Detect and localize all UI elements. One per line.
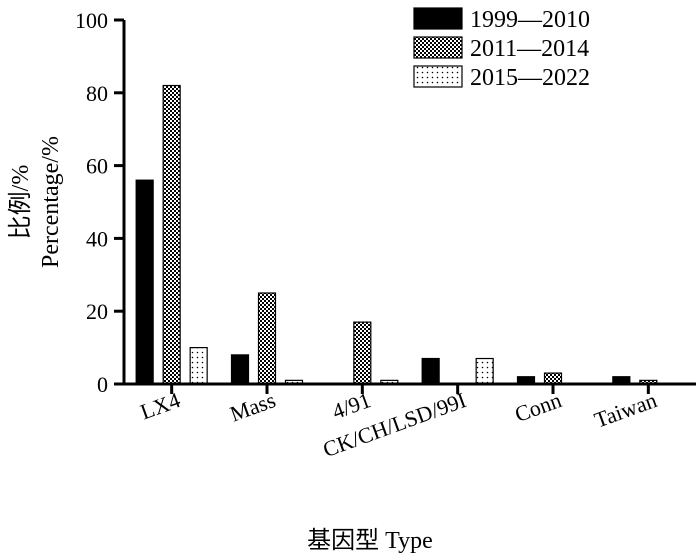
legend-swatch-2011-2014 xyxy=(413,36,463,59)
y-tick-label: 100 xyxy=(75,8,108,33)
y-tick-label: 60 xyxy=(86,154,108,179)
bar-mass-1999-2010 xyxy=(230,354,250,385)
y-tick-label: 80 xyxy=(86,81,108,106)
bar-lx4-2011-2014 xyxy=(162,84,181,385)
y-axis-title-en: Percentage/% xyxy=(38,136,64,268)
y-ticks-group: 0 20 40 60 80 100 xyxy=(75,8,124,397)
y-tick-label: 20 xyxy=(86,299,108,324)
x-axis-title: 基因型 Type xyxy=(307,527,433,554)
legend-label-2011-2014: 2011—2014 xyxy=(470,36,589,62)
x-tick-label-conn: Conn xyxy=(511,387,564,427)
bar-4-91-2011-2014 xyxy=(353,321,372,385)
y-axis-title-cn: 比例/% xyxy=(7,165,34,240)
bar-ck-ch-lsd-99i-1999-2010 xyxy=(421,357,440,385)
x-tick-label-taiwan: Taiwan xyxy=(591,387,660,433)
bar-lx4-2015-2022 xyxy=(189,347,208,385)
bar-ck-ch-lsd-99i-2015-2022 xyxy=(475,357,494,385)
bars-group xyxy=(135,84,658,385)
legend-swatch-1999-2010 xyxy=(413,7,463,30)
y-tick-label: 0 xyxy=(97,372,108,397)
legend: 1999—2010 2011—2014 2015—2022 xyxy=(413,7,590,91)
x-tick-label-4-91: 4/91 xyxy=(329,387,374,424)
legend-swatch-2015-2022 xyxy=(413,65,463,88)
y-tick-label: 40 xyxy=(86,226,108,251)
bar-mass-2011-2014 xyxy=(257,292,277,385)
bar-lx4-1999-2010 xyxy=(135,179,154,385)
legend-label-2015-2022: 2015—2022 xyxy=(470,65,590,91)
legend-label-1999-2010: 1999—2010 xyxy=(470,7,590,33)
x-tick-label-lx4: LX4 xyxy=(137,387,183,424)
x-tick-label-mass: Mass xyxy=(227,387,279,426)
bar-conn-2011-2014 xyxy=(543,372,563,385)
